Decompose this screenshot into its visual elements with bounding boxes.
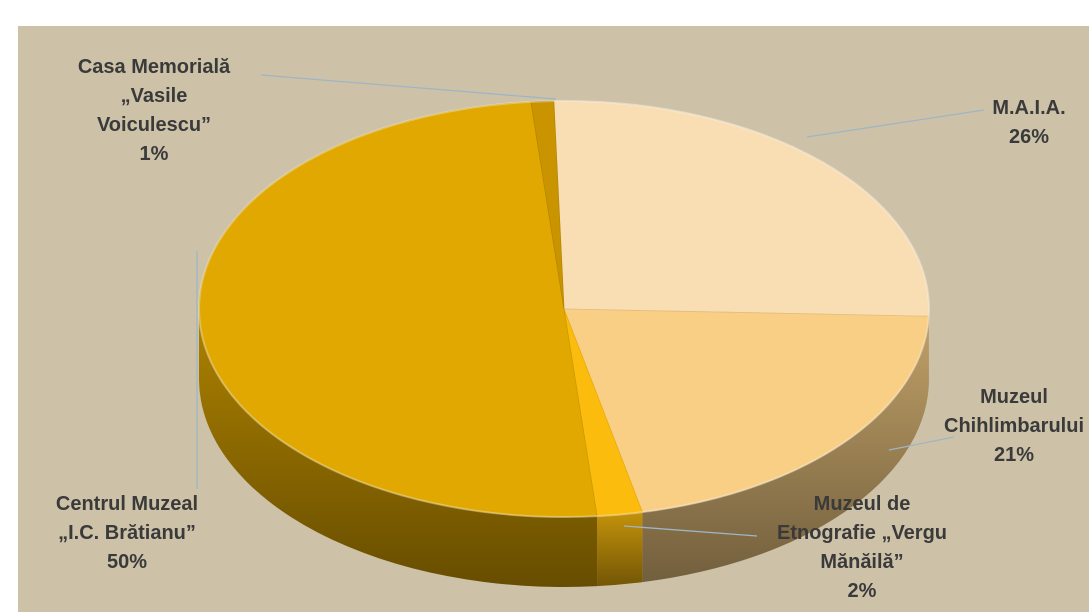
data-label: Chihlimbarului [944, 415, 1084, 437]
data-label: Voiculescu” [97, 114, 211, 136]
data-label: Muzeul de [814, 493, 911, 515]
data-label: Mănăilă” [820, 551, 903, 573]
data-label: „Vasile [121, 85, 188, 107]
pie-slice-wall [597, 512, 642, 586]
data-label: „I.C. Brătianu” [58, 522, 196, 544]
data-label: Casa Memorială [78, 56, 231, 78]
pie-slices [199, 101, 929, 517]
data-label: M.A.I.A. [992, 97, 1065, 119]
data-label: Etnografie „Vergu [777, 522, 947, 544]
chart-area: M.A.I.A. 26% Muzeul Chihlimbarului 21% Muzeul… [0, 0, 1089, 599]
data-label: 50% [107, 551, 147, 573]
data-label: Centrul Muzeal [56, 493, 198, 515]
data-label: 26% [1009, 126, 1049, 148]
data-label: Muzeul [980, 386, 1048, 408]
data-label: 1% [140, 143, 169, 165]
data-label: 21% [994, 444, 1034, 466]
pie-chart: M.A.I.A. 26% Muzeul Chihlimbarului 21% Muzeul… [9, 13, 1089, 612]
